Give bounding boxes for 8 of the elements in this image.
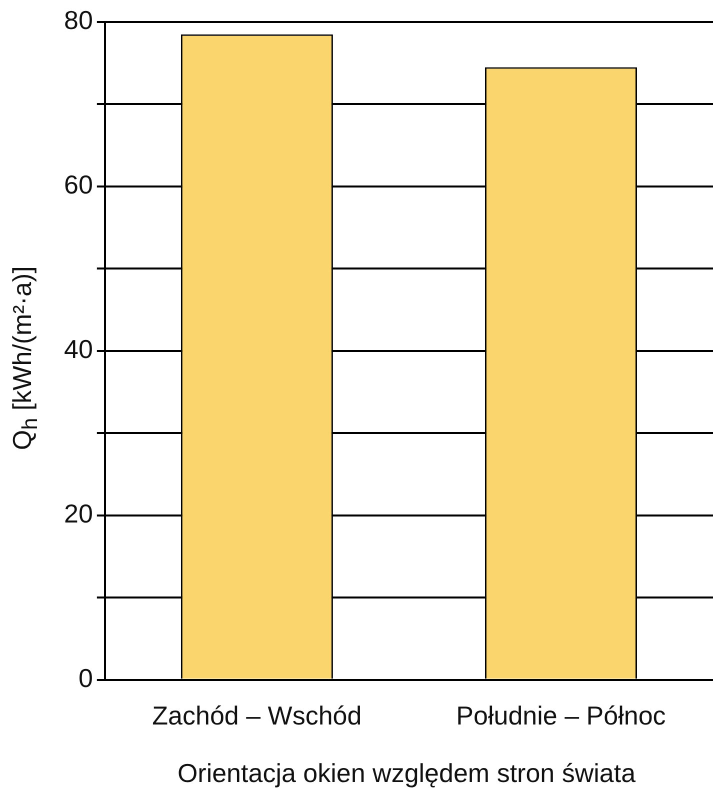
y-tick-label: 80	[64, 5, 93, 36]
x-tick-label: Zachód – Wschód	[152, 700, 362, 731]
y-tick-label: 0	[78, 662, 93, 693]
y-tick-label: 60	[64, 170, 93, 200]
x-tick-label: Południe – Północ	[456, 700, 666, 731]
y-tick-label: 40	[64, 334, 93, 364]
y-tick-label: 20	[64, 498, 93, 529]
x-axis-title: Orientacja okien względem stron świata	[176, 758, 637, 789]
